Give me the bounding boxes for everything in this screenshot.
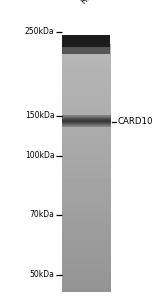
Bar [62, 35, 110, 47]
Text: 50kDa: 50kDa [30, 270, 54, 279]
Text: 70kDa: 70kDa [30, 210, 54, 219]
Text: 100kDa: 100kDa [25, 152, 54, 160]
Text: CARD10: CARD10 [118, 117, 154, 126]
Text: Rat kidney: Rat kidney [80, 0, 116, 6]
Text: 250kDa: 250kDa [25, 27, 54, 36]
Text: 150kDa: 150kDa [25, 111, 54, 120]
Bar [62, 47, 110, 54]
